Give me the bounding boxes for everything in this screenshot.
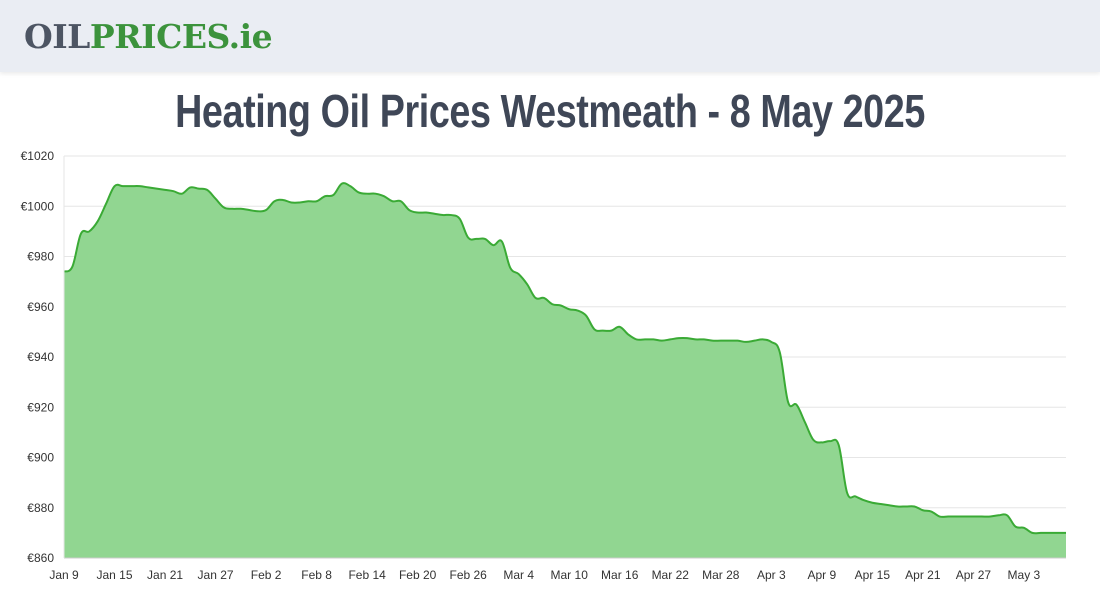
x-tick-label: Feb 2 [251, 568, 282, 582]
site-header: OILPRICES.ie [0, 0, 1100, 72]
y-tick-label: €980 [27, 250, 54, 264]
page-title: Heating Oil Prices Westmeath - 8 May 202… [175, 85, 925, 137]
x-tick-label: Apr 9 [807, 568, 836, 582]
x-tick-label: Feb 14 [348, 568, 386, 582]
y-tick-label: €940 [27, 350, 54, 364]
logo-text-ie: .ie [228, 17, 273, 56]
site-logo[interactable]: OILPRICES.ie [24, 14, 273, 60]
x-tick-label: Feb 20 [399, 568, 437, 582]
x-tick-label: Apr 3 [757, 568, 786, 582]
x-tick-label: Apr 15 [855, 568, 891, 582]
x-tick-label: Apr 21 [905, 568, 941, 582]
y-tick-label: €1020 [21, 149, 55, 163]
series-area [64, 183, 1066, 559]
x-tick-label: Feb 26 [449, 568, 487, 582]
x-tick-label: Jan 9 [49, 568, 79, 582]
y-tick-label: €900 [27, 451, 54, 465]
x-tick-label: Jan 15 [97, 568, 133, 582]
x-tick-label: Mar 16 [601, 568, 639, 582]
y-tick-label: €880 [27, 501, 54, 515]
x-tick-label: May 3 [1008, 568, 1041, 582]
x-tick-label: Mar 10 [551, 568, 589, 582]
x-tick-label: Apr 27 [956, 568, 992, 582]
series-line [63, 182, 1066, 535]
y-tick-label: €1000 [21, 199, 55, 213]
x-tick-label: Mar 28 [702, 568, 740, 582]
y-tick-label: €860 [27, 551, 54, 565]
x-tick-label: Mar 22 [652, 568, 690, 582]
x-tick-label: Jan 21 [147, 568, 183, 582]
x-tick-label: Feb 8 [301, 568, 332, 582]
y-tick-label: €920 [27, 400, 54, 414]
x-tick-label: Jan 27 [198, 568, 234, 582]
y-tick-label: €960 [27, 300, 54, 314]
logo-text-oil: OIL [24, 17, 90, 56]
logo-text-prices: PRICES [89, 17, 229, 56]
x-tick-label: Mar 4 [503, 568, 534, 582]
